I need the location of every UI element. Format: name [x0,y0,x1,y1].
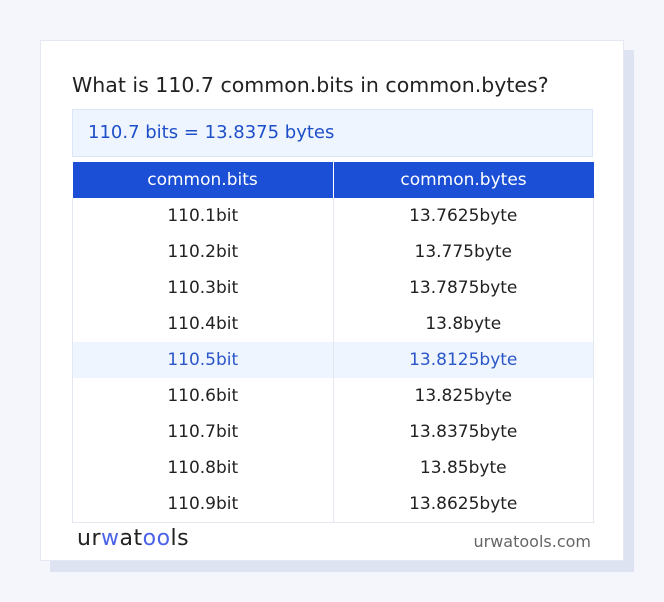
bytes-cell: 13.8375byte [332,414,594,450]
table-row: 110.3bit 13.7875byte [72,270,594,306]
bits-cell: 110.5bit [72,342,334,378]
table-row: 110.1bit 13.7625byte [72,198,594,234]
table-row: 110.8bit 13.85byte [72,450,594,486]
conversion-table: common.bits common.bytes 110.1bit 13.7625… [72,162,594,523]
bits-cell: 110.4bit [72,306,334,342]
bits-cell: 110.8bit [72,450,334,486]
bytes-cell: 13.825byte [332,378,594,414]
bytes-cell: 13.7875byte [332,270,594,306]
header-bits: common.bits [72,162,333,198]
table-row: 110.2bit 13.775byte [72,234,594,270]
urwatools-logo: urwatools [77,526,190,551]
bytes-cell: 13.85byte [332,450,594,486]
bytes-cell: 13.7625byte [332,198,594,234]
table-row: 110.4bit 13.8byte [72,306,594,342]
bytes-cell: 13.8125byte [332,342,594,378]
bits-cell: 110.3bit [72,270,334,306]
page-title: What is 110.7 common.bits in common.byte… [72,73,549,97]
table-row: 110.9bit 13.8625byte [72,486,594,523]
site-url: urwatools.com [473,532,592,551]
conversion-result: 110.7 bits = 13.8375 bytes [72,109,593,157]
conversion-card: What is 110.7 common.bits in common.byte… [40,40,624,561]
bytes-cell: 13.8byte [332,306,594,342]
bits-cell: 110.2bit [72,234,334,270]
header-bytes: common.bytes [332,162,594,198]
table-row: 110.7bit 13.8375byte [72,414,594,450]
bytes-cell: 13.775byte [332,234,594,270]
bytes-cell: 13.8625byte [332,486,594,523]
table-row: 110.6bit 13.825byte [72,378,594,414]
table-row-highlighted: 110.5bit 13.8125byte [72,342,594,378]
bits-cell: 110.9bit [72,486,334,523]
bits-cell: 110.1bit [72,198,334,234]
bits-cell: 110.6bit [72,378,334,414]
table-header: common.bits common.bytes [72,162,594,198]
bits-cell: 110.7bit [72,414,334,450]
